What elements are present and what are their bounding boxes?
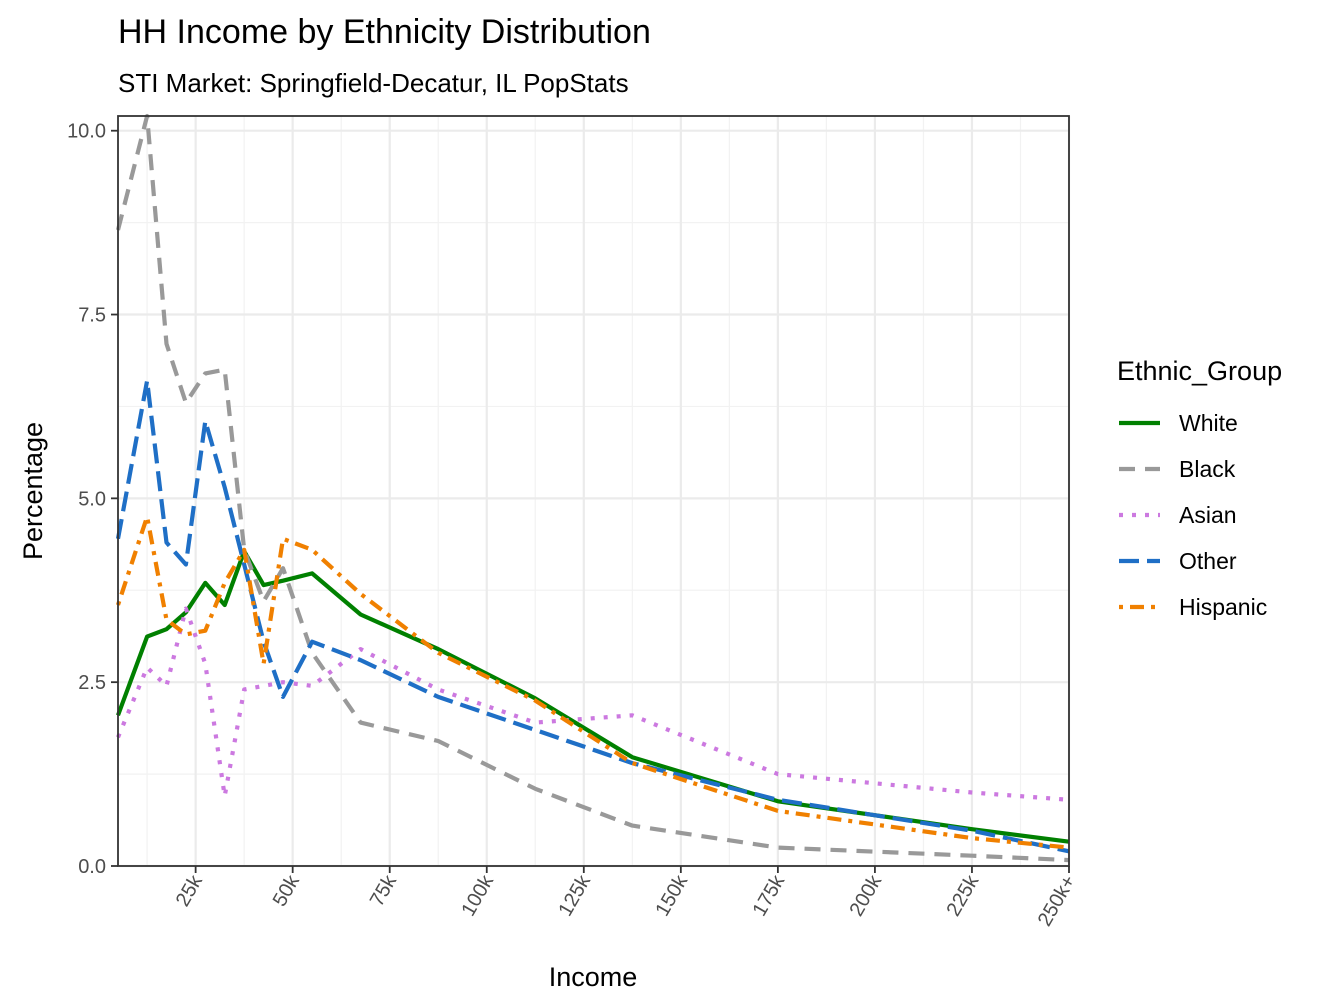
y-tick-label: 10.0 (67, 121, 106, 143)
legend: Ethnic_Group White Black Asian Other Hispani… (1117, 356, 1282, 620)
y-axis: 0.0 2.5 5.0 7.5 10.0 (67, 121, 118, 878)
y-axis-title: Percentage (18, 422, 48, 560)
legend-label-white: White (1179, 410, 1238, 436)
y-tick-label: 0.0 (78, 856, 106, 878)
y-tick-label: 2.5 (78, 672, 106, 694)
x-axis-title: Income (549, 962, 638, 992)
series-line-hispanic (116, 514, 1070, 850)
legend-title: Ethnic_Group (1117, 356, 1282, 386)
legend-label-black: Black (1179, 456, 1236, 482)
y-tick-label: 5.0 (78, 488, 106, 510)
series-line-white (116, 549, 1070, 844)
series-line-black (115, 113, 1070, 863)
chart-subtitle: STI Market: Springfield-Decatur, IL PopS… (118, 68, 629, 98)
plot-border (117, 115, 1070, 867)
legend-label-hispanic: Hispanic (1179, 594, 1267, 620)
series-line-asian (116, 606, 1070, 802)
legend-label-asian: Asian (1179, 502, 1237, 528)
y-tick-label: 7.5 (78, 305, 106, 327)
series-layer (115, 113, 1070, 863)
chart-title: HH Income by Ethnicity Distribution (118, 13, 651, 51)
series-line-other (115, 378, 1070, 854)
grid-minor (118, 116, 1069, 866)
legend-label-other: Other (1179, 548, 1237, 574)
plot-panel (118, 116, 1069, 866)
